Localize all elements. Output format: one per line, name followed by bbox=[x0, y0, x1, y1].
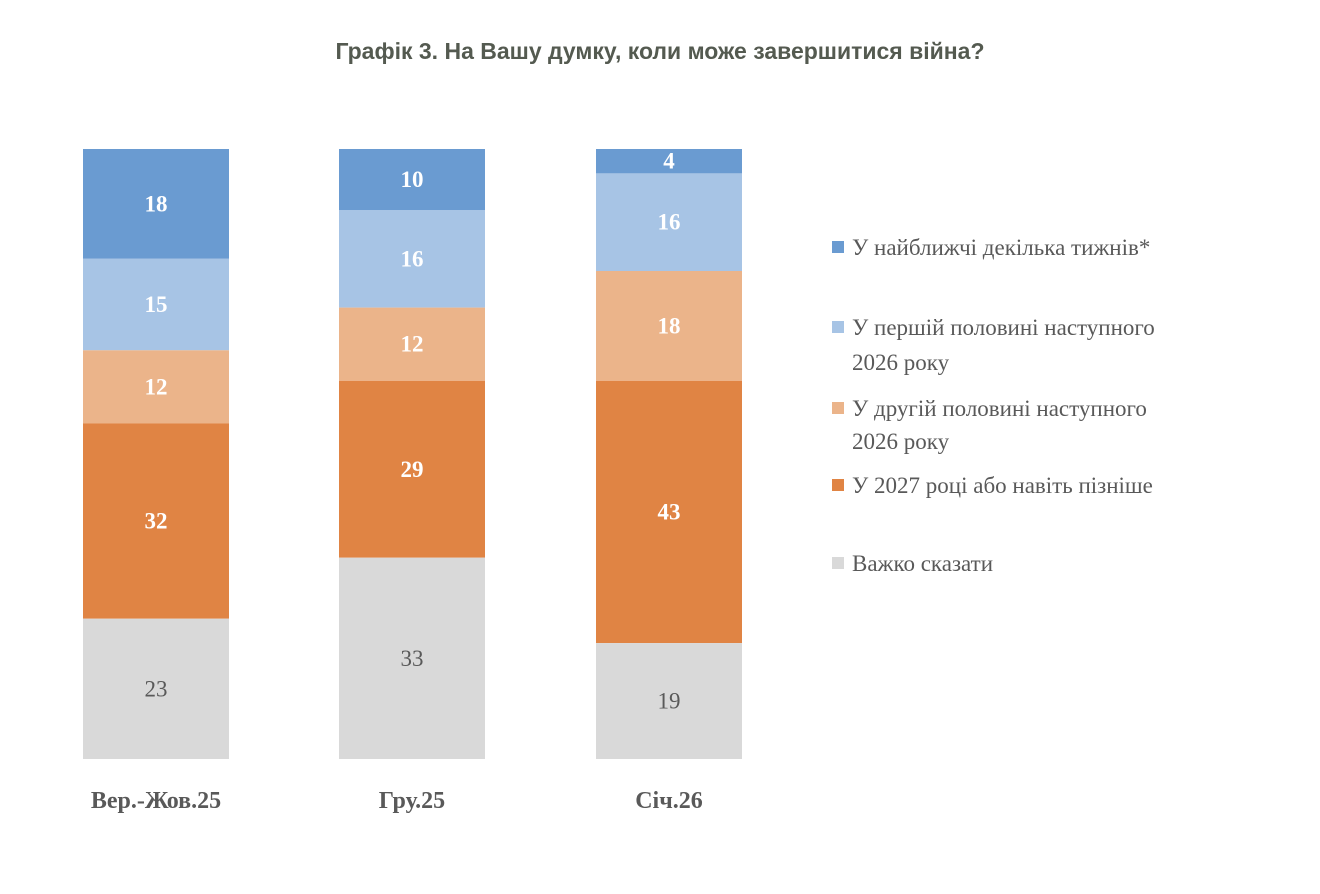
bar-segment bbox=[83, 350, 229, 424]
data-label: 12 bbox=[401, 332, 424, 357]
bar-segment bbox=[339, 557, 485, 759]
bar-segment bbox=[339, 210, 485, 308]
data-label: 19 bbox=[658, 689, 681, 714]
legend-swatch bbox=[832, 479, 844, 491]
data-label: 33 bbox=[401, 646, 424, 671]
legend-label: 2026 року bbox=[852, 350, 950, 375]
bar-segment bbox=[83, 258, 229, 351]
legend-label: У другій половині наступного bbox=[852, 396, 1147, 421]
legend-label: У 2027 році або навіть пізніше bbox=[852, 473, 1153, 498]
legend-label: 2026 року bbox=[852, 429, 950, 454]
bar-segment bbox=[339, 307, 485, 381]
bar-segment bbox=[339, 380, 485, 558]
data-label: 43 bbox=[658, 499, 681, 524]
category-label: Вер.-Жов.25 bbox=[91, 788, 221, 814]
data-label: 15 bbox=[145, 292, 168, 317]
legend-swatch bbox=[832, 557, 844, 569]
data-label: 4 bbox=[663, 149, 675, 174]
data-label: 18 bbox=[658, 313, 681, 338]
bar-segment bbox=[596, 149, 742, 174]
bar-segment bbox=[596, 643, 742, 759]
data-label: 12 bbox=[145, 374, 168, 399]
legend-label: Важко сказати bbox=[852, 551, 993, 576]
bar-segment bbox=[339, 149, 485, 210]
data-label: 32 bbox=[145, 509, 168, 534]
bar-segment bbox=[596, 271, 742, 381]
data-label: 10 bbox=[401, 167, 424, 192]
legend-swatch bbox=[832, 321, 844, 333]
legend-label: У найближчі декілька тижнів* bbox=[852, 235, 1150, 260]
bar-segment bbox=[83, 423, 229, 619]
legend-swatch bbox=[832, 241, 844, 253]
bar-segment bbox=[596, 380, 742, 644]
legend-swatch bbox=[832, 402, 844, 414]
category-label: Січ.26 bbox=[635, 788, 703, 814]
data-label: 16 bbox=[658, 210, 681, 235]
bar-segment bbox=[83, 149, 229, 259]
bar-segment bbox=[83, 618, 229, 759]
data-label: 29 bbox=[401, 457, 424, 482]
data-label: 16 bbox=[401, 246, 424, 271]
chart-title: Графік 3. На Вашу думку, коли може завер… bbox=[335, 38, 985, 64]
category-label: Гру.25 bbox=[379, 788, 445, 814]
bar-segment bbox=[596, 173, 742, 271]
data-label: 23 bbox=[145, 676, 168, 701]
legend-label: У першій половині наступного bbox=[852, 315, 1155, 340]
data-label: 18 bbox=[145, 191, 168, 216]
